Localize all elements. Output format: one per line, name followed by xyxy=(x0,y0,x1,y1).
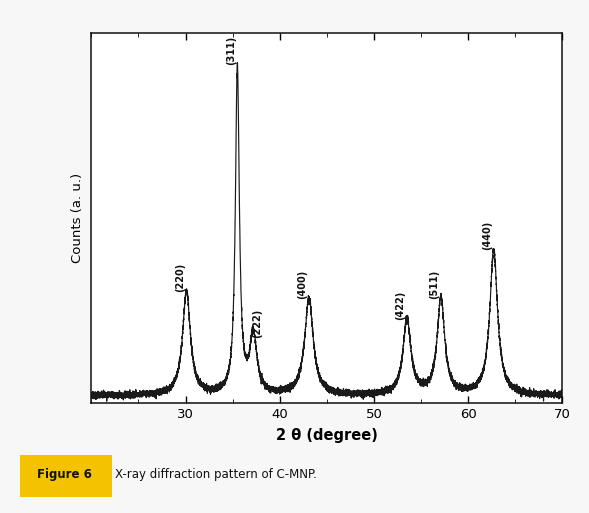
Text: (220): (220) xyxy=(175,263,185,292)
Text: (222): (222) xyxy=(252,308,262,338)
X-axis label: 2 θ (degree): 2 θ (degree) xyxy=(276,428,378,443)
Text: (511): (511) xyxy=(429,270,439,299)
Text: (311): (311) xyxy=(226,36,236,65)
Text: (400): (400) xyxy=(297,270,307,299)
Text: (440): (440) xyxy=(482,221,492,250)
Text: X-ray diffraction pattern of C-MNP.: X-ray diffraction pattern of C-MNP. xyxy=(114,468,316,481)
Y-axis label: Counts (a. u.): Counts (a. u.) xyxy=(71,173,84,263)
Text: Figure 6: Figure 6 xyxy=(37,468,92,481)
FancyBboxPatch shape xyxy=(21,455,112,497)
Text: (422): (422) xyxy=(395,291,405,320)
